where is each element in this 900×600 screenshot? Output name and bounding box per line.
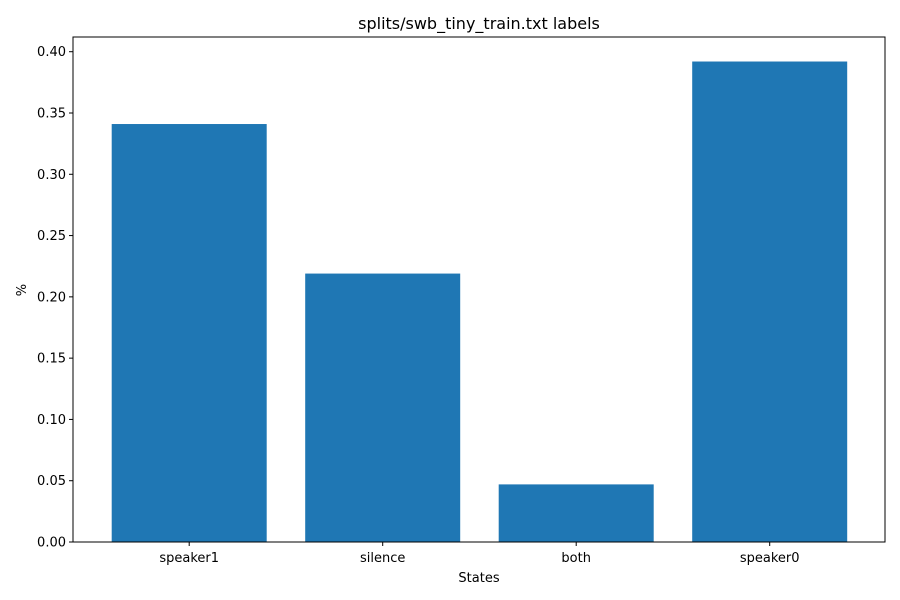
y-tick-label: 0.15 bbox=[37, 352, 66, 367]
bar-speaker0 bbox=[692, 61, 848, 543]
x-tick-label: both bbox=[561, 551, 591, 566]
y-tick-label: 0.20 bbox=[37, 290, 66, 305]
y-tick-label: 0.10 bbox=[37, 413, 66, 428]
y-tick-label: 0.35 bbox=[37, 106, 66, 121]
y-axis-ticks: 0.00 0.05 0.10 0.15 0.20 0.25 0.30 0.35 0.40 bbox=[37, 45, 73, 551]
bar-silence bbox=[305, 273, 461, 542]
x-tick-label: silence bbox=[360, 551, 405, 566]
y-tick-label: 0.30 bbox=[37, 168, 66, 183]
x-tick-label: speaker0 bbox=[740, 551, 800, 566]
x-axis-ticks: speaker1 silence both speaker0 bbox=[159, 542, 800, 566]
y-tick-label: 0.40 bbox=[37, 45, 66, 60]
bar-both bbox=[498, 484, 654, 542]
y-tick-label: 0.25 bbox=[37, 229, 66, 244]
x-axis-label: States bbox=[458, 571, 499, 586]
plot-frame bbox=[72, 36, 886, 543]
bar-speaker1 bbox=[111, 124, 267, 542]
x-tick-label: speaker1 bbox=[159, 551, 219, 566]
bars-group bbox=[111, 61, 848, 543]
y-tick-label: 0.05 bbox=[37, 474, 66, 489]
y-axis-label: % bbox=[15, 284, 30, 296]
chart-title: splits/swb_tiny_train.txt labels bbox=[358, 14, 600, 34]
y-tick-label: 0.00 bbox=[37, 536, 66, 551]
